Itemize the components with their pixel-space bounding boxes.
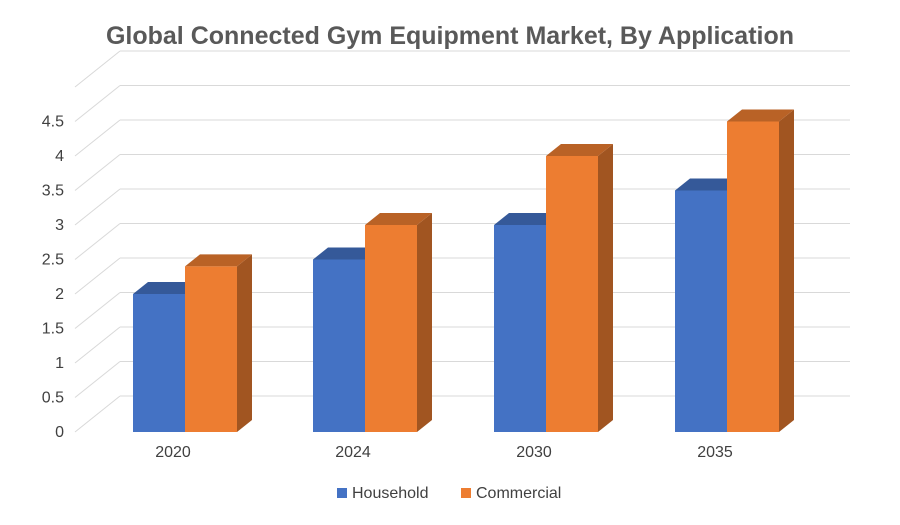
bar-front xyxy=(133,294,185,432)
legend-label: Commercial xyxy=(476,485,561,502)
bar-front xyxy=(365,225,417,432)
bar-top xyxy=(675,178,742,191)
x-tick-label: 2020 xyxy=(155,444,191,461)
bar-top xyxy=(727,109,794,122)
legend: Household Commercial xyxy=(337,485,561,502)
bar-front xyxy=(727,121,779,432)
bar-front xyxy=(494,225,546,432)
x-tick-label: 2024 xyxy=(335,444,371,461)
bar-top xyxy=(546,144,613,156)
x-tick-label: 2035 xyxy=(697,444,733,461)
bar-front xyxy=(675,190,727,432)
legend-item-household: Household xyxy=(337,485,429,502)
bar-side xyxy=(237,254,252,432)
gridline-diagonal xyxy=(74,85,121,122)
bar-commercial-2030 xyxy=(546,144,613,432)
y-tick-label: 3 xyxy=(55,217,64,234)
y-tick-label: 2 xyxy=(55,286,64,303)
gridline-diagonal xyxy=(74,50,121,88)
y-tick-label: 0.5 xyxy=(42,390,64,407)
y-axis-ticks: 0 0.5 1 1.5 2 2.5 3 3.5 4 4.5 xyxy=(42,114,64,442)
chart-title: Global Connected Gym Equipment Market, B… xyxy=(106,22,794,50)
bars xyxy=(133,109,794,432)
x-axis-ticks: 2020 2024 2030 2035 xyxy=(155,444,733,461)
bar-front xyxy=(185,266,237,432)
y-tick-label: 1 xyxy=(55,355,64,372)
x-tick-label: 2030 xyxy=(516,444,552,461)
bar-top xyxy=(133,282,200,294)
y-tick-label: 4 xyxy=(55,148,64,165)
gridline-diagonal xyxy=(74,395,121,433)
bar-commercial-2020 xyxy=(185,254,252,432)
bar-side xyxy=(417,213,432,432)
gridline-diagonal xyxy=(74,292,121,329)
gridline-diagonal xyxy=(74,326,121,364)
legend-item-commercial: Commercial xyxy=(461,485,561,502)
bar-side xyxy=(598,144,613,432)
legend-swatch xyxy=(461,488,471,498)
gridline-diagonal xyxy=(74,361,121,398)
bar-top xyxy=(185,254,252,267)
y-tick-label: 3.5 xyxy=(42,183,64,200)
bar-front xyxy=(546,156,598,432)
gridline-diagonal xyxy=(74,257,121,295)
gridline-diagonal xyxy=(74,223,121,260)
y-tick-label: 0 xyxy=(55,424,64,441)
gridline-diagonal xyxy=(74,154,121,191)
bar-top xyxy=(313,247,380,260)
y-tick-label: 4.5 xyxy=(42,114,64,131)
gridline-diagonal xyxy=(74,188,121,226)
bar-top xyxy=(365,213,432,225)
bar-side xyxy=(779,109,794,432)
legend-swatch xyxy=(337,488,347,498)
legend-label: Household xyxy=(352,485,429,502)
y-tick-label: 1.5 xyxy=(42,321,64,338)
bar-top xyxy=(494,213,561,225)
bar-commercial-2024 xyxy=(365,213,432,432)
bar-front xyxy=(313,259,365,432)
y-tick-label: 2.5 xyxy=(42,252,64,269)
bar-commercial-2035 xyxy=(727,109,794,432)
gridline-diagonal xyxy=(74,119,121,157)
